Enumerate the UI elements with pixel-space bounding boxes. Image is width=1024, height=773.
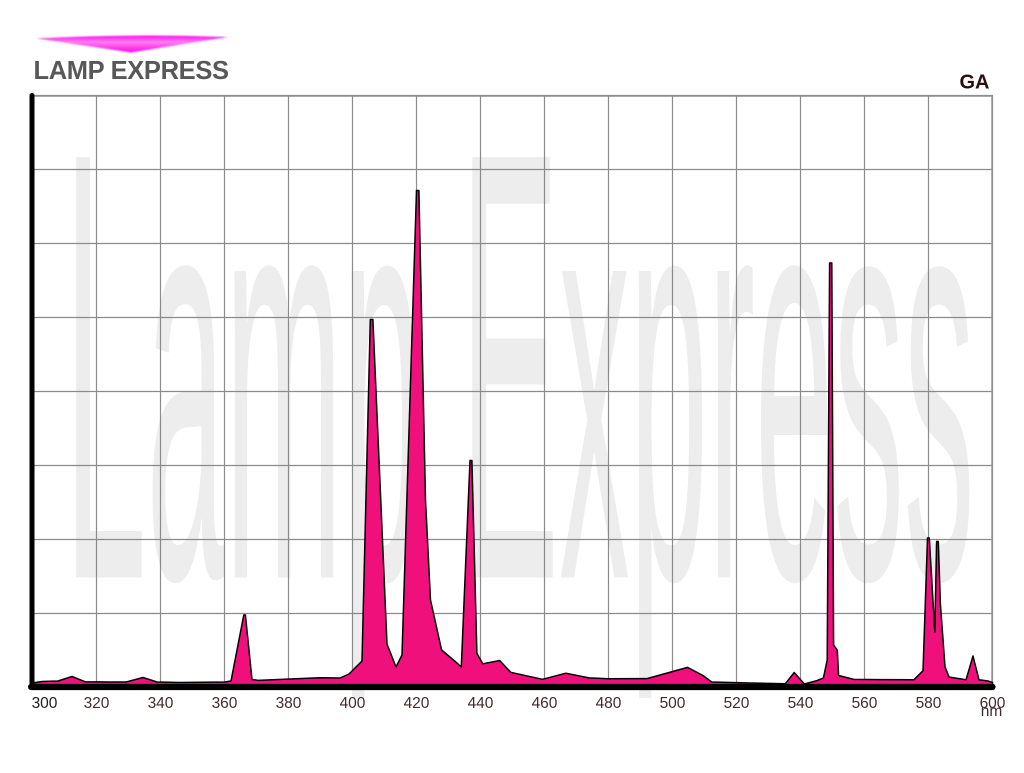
svg-text:440: 440 [468, 695, 494, 712]
svg-text:520: 520 [724, 695, 750, 712]
svg-text:320: 320 [84, 695, 110, 712]
svg-text:GA: GA [960, 72, 990, 94]
svg-text:nm: nm [981, 703, 1003, 720]
svg-text:460: 460 [532, 695, 558, 712]
svg-text:380: 380 [276, 695, 302, 712]
svg-text:400: 400 [340, 695, 366, 712]
svg-text:Lamp Express: Lamp Express [64, 26, 974, 708]
svg-text:360: 360 [212, 695, 238, 712]
svg-text:600: 600 [980, 695, 1006, 712]
svg-text:420: 420 [404, 695, 430, 712]
svg-text:560: 560 [852, 695, 878, 712]
svg-text:300: 300 [32, 695, 58, 712]
svg-text:340: 340 [148, 695, 174, 712]
svg-text:540: 540 [788, 695, 814, 712]
svg-text:480: 480 [596, 695, 622, 712]
svg-text:LAMP EXPRESS: LAMP EXPRESS [34, 57, 229, 85]
svg-text:580: 580 [916, 695, 942, 712]
svg-text:500: 500 [660, 695, 686, 712]
